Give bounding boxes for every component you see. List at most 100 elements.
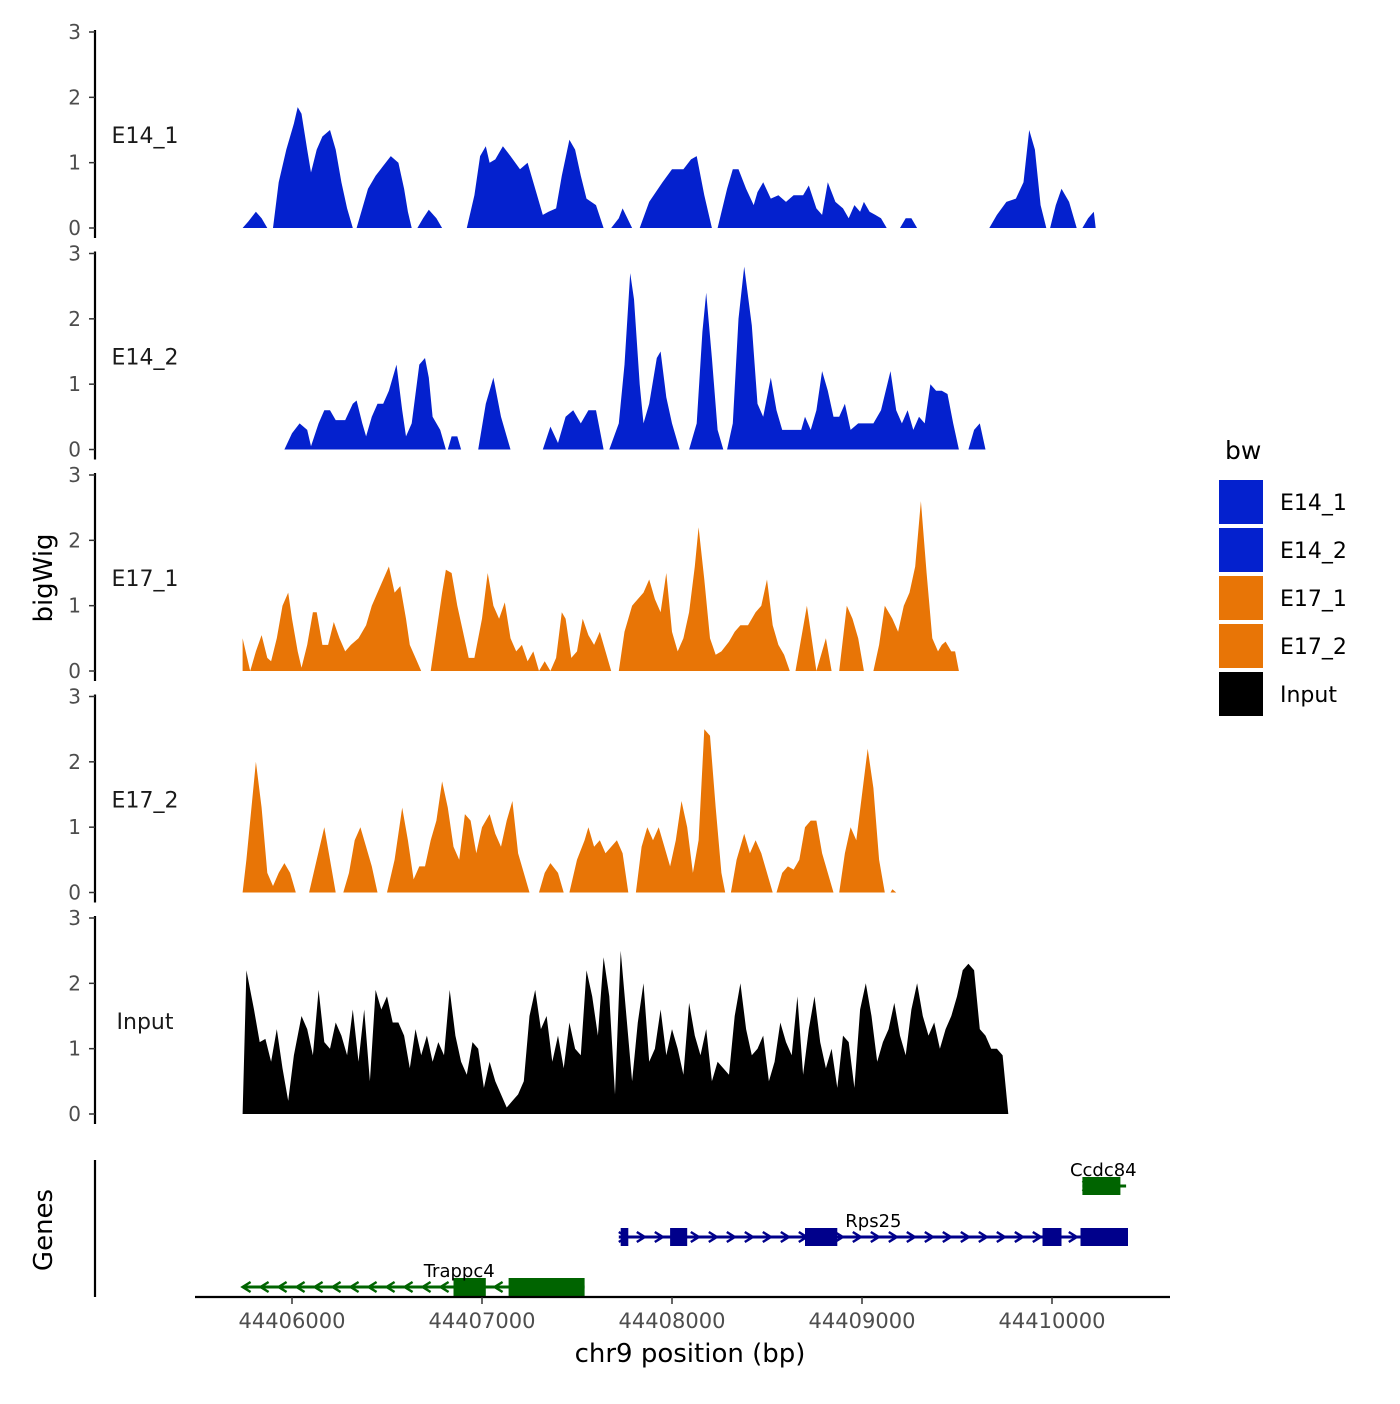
gene-label: Trappc4 [423, 1261, 495, 1282]
strand-arrow [258, 1280, 270, 1294]
y-tick-label: 3 [68, 906, 81, 930]
x-tick-label: 44407000 [429, 1309, 536, 1333]
gene-exon [805, 1228, 838, 1246]
track-E14_1: 0 1 2 3 E14_1 [68, 20, 1096, 240]
x-tick-label: 44409000 [809, 1309, 916, 1333]
y-tick-label: 2 [68, 307, 81, 331]
strand-arrow [1068, 1230, 1080, 1244]
legend-swatch-E17_1 [1219, 576, 1263, 620]
y-tick-label: 2 [68, 528, 81, 552]
x-axis-label: chr9 position (bp) [575, 1339, 806, 1369]
track-Input: 0 1 2 3 Input [68, 906, 1009, 1126]
gene-exon [1080, 1228, 1128, 1246]
strand-arrow [330, 1280, 342, 1294]
legend-label: Input [1280, 683, 1337, 708]
strand-arrow [438, 1280, 450, 1294]
gene-exon [620, 1228, 629, 1246]
gene-Ccdc84: Ccdc84 [1070, 1160, 1137, 1195]
legend-label: E17_1 [1280, 587, 1347, 612]
y-tick-label: 0 [68, 881, 81, 905]
legend-label: E14_2 [1280, 539, 1347, 564]
strand-arrow [240, 1280, 252, 1294]
strand-arrow [654, 1230, 666, 1244]
legend-swatch-Input [1219, 672, 1263, 716]
track-label: E17_1 [112, 567, 179, 592]
track-E17_1: 0 1 2 3 E17_1 [68, 463, 959, 683]
strand-arrow [996, 1230, 1008, 1244]
gene-exon [1082, 1177, 1121, 1195]
tracks-layer: 0 1 2 3 E14_1 0 1 2 3 E14_2 0 1 2 3 E17_1 0 1 2 3 E17_2 0 1 2 3… [68, 20, 1096, 1126]
gene-Trappc4: Trappc4 [240, 1261, 585, 1296]
legend: bw E14_1 E14_2 E17_1 E17_2 Input [1219, 436, 1347, 716]
y-tick-label: 3 [68, 685, 81, 709]
strand-arrow [492, 1280, 504, 1294]
y-tick-label: 0 [68, 659, 81, 683]
y-tick-label: 1 [68, 372, 81, 396]
strand-arrow [420, 1280, 432, 1294]
x-tick-label: 44408000 [619, 1309, 726, 1333]
legend-label: E17_2 [1280, 635, 1347, 660]
strand-arrow [726, 1230, 738, 1244]
y-tick-label: 2 [68, 85, 81, 109]
y-tick-label: 0 [68, 438, 81, 462]
track-E17_2: 0 1 2 3 E17_2 [68, 685, 897, 905]
signal-area-E17_1 [242, 501, 959, 671]
strand-arrow [942, 1230, 954, 1244]
track-E14_2: 0 1 2 3 E14_2 [68, 242, 986, 462]
strand-arrow [852, 1230, 864, 1244]
genes-layer: Trappc4 Rps25 Ccdc84 [93, 1160, 1137, 1297]
strand-arrow [402, 1280, 414, 1294]
legend-swatch-E14_1 [1219, 480, 1263, 524]
y-tick-label: 3 [68, 463, 81, 487]
strand-arrow [1014, 1230, 1026, 1244]
track-label: Input [117, 1010, 174, 1035]
strand-arrow [294, 1280, 306, 1294]
legend-label: E14_1 [1280, 491, 1347, 516]
signal-area-E17_2 [242, 729, 897, 893]
genes-axis-label: Genes [29, 1189, 59, 1271]
gene-label: Rps25 [845, 1211, 901, 1232]
legend-title: bw [1225, 436, 1261, 465]
y-tick-label: 2 [68, 750, 81, 774]
gene-label: Ccdc84 [1070, 1160, 1137, 1181]
track-label: E14_1 [112, 124, 179, 149]
y-tick-label: 1 [68, 1037, 81, 1061]
track-label: E14_2 [112, 346, 179, 371]
y-tick-label: 0 [68, 1102, 81, 1126]
strand-arrow [708, 1230, 720, 1244]
strand-arrow [924, 1230, 936, 1244]
y-tick-label: 1 [68, 594, 81, 618]
strand-arrow [888, 1230, 900, 1244]
gene-exon [508, 1278, 585, 1296]
strand-arrow [384, 1280, 396, 1294]
y-axis-label: bigWig [29, 533, 59, 622]
y-tick-label: 2 [68, 971, 81, 995]
gene-Rps25: Rps25 [618, 1211, 1128, 1246]
track-label: E17_2 [112, 789, 179, 814]
legend-swatch-E14_2 [1219, 528, 1263, 572]
strand-arrow [276, 1280, 288, 1294]
y-tick-label: 1 [68, 815, 81, 839]
strand-arrow [690, 1230, 702, 1244]
y-tick-label: 3 [68, 20, 81, 44]
y-tick-label: 3 [68, 242, 81, 266]
signal-area-E14_1 [242, 107, 1096, 228]
strand-arrow [744, 1230, 756, 1244]
strand-arrow [780, 1230, 792, 1244]
strand-arrow [870, 1230, 882, 1244]
legend-swatch-E17_2 [1219, 624, 1263, 668]
gene-exon [453, 1278, 486, 1296]
strand-arrow [762, 1230, 774, 1244]
signal-area-Input [242, 950, 1009, 1114]
strand-arrow [312, 1280, 324, 1294]
x-tick-label: 44410000 [999, 1309, 1106, 1333]
y-tick-label: 0 [68, 216, 81, 240]
strand-arrow [366, 1280, 378, 1294]
signal-area-E14_2 [284, 266, 986, 450]
gene-exon [670, 1228, 688, 1246]
strand-arrow [636, 1230, 648, 1244]
x-axis: 44406000 44407000 44408000 44409000 44410000 [195, 1295, 1170, 1333]
strand-arrow [906, 1230, 918, 1244]
